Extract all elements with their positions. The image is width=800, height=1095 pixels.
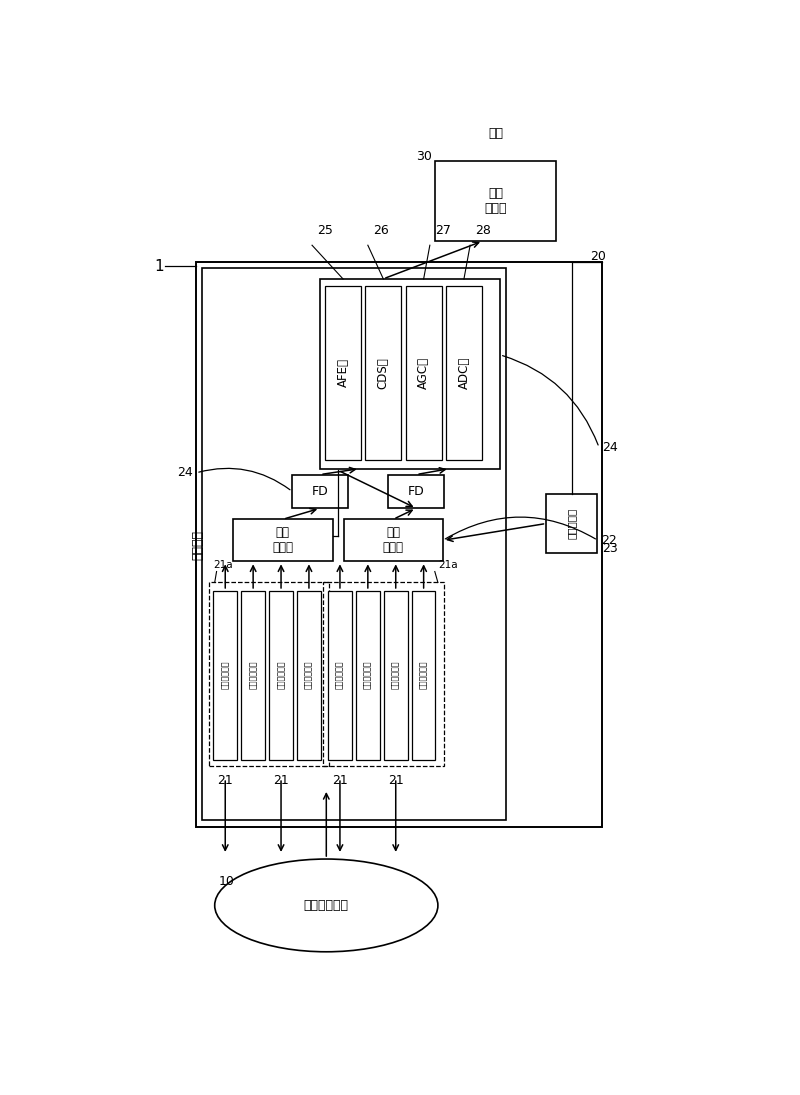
Text: 21: 21	[332, 774, 348, 787]
Bar	[196, 262, 602, 827]
Bar	[242, 591, 265, 760]
Text: 21a: 21a	[214, 560, 233, 569]
Bar	[234, 519, 333, 562]
Text: 图像
处理部: 图像 处理部	[484, 186, 507, 215]
Text: 22: 22	[601, 534, 617, 546]
Text: 光电变据元件: 光电变据元件	[221, 661, 230, 690]
Text: AGC部: AGC部	[417, 357, 430, 389]
Text: 传输控制部: 传输控制部	[567, 508, 577, 539]
Text: 21: 21	[273, 774, 289, 787]
Text: 24: 24	[602, 441, 618, 454]
Text: FD: FD	[312, 485, 329, 498]
Text: 光电变据元件: 光电变据元件	[363, 661, 372, 690]
Bar	[356, 591, 380, 760]
Text: ADC部: ADC部	[458, 357, 470, 389]
Text: 1: 1	[154, 258, 164, 274]
Bar	[328, 591, 352, 760]
Text: 信号
传输部: 信号 传输部	[272, 527, 294, 554]
Bar	[325, 286, 361, 460]
Text: 25: 25	[317, 223, 333, 237]
Text: 21a: 21a	[438, 560, 458, 569]
Text: 24: 24	[178, 466, 193, 480]
Text: 光电变据元件: 光电变据元件	[391, 661, 400, 690]
Text: CDS部: CDS部	[377, 357, 390, 389]
Bar	[209, 583, 330, 766]
Text: 27: 27	[435, 223, 450, 237]
Text: 输出: 输出	[488, 127, 503, 140]
Bar	[270, 591, 293, 760]
Bar	[297, 591, 321, 760]
Bar	[446, 286, 482, 460]
Text: FD: FD	[408, 485, 425, 498]
Bar	[344, 519, 443, 562]
Bar	[388, 474, 444, 508]
Bar	[546, 494, 598, 553]
Text: 20: 20	[590, 250, 606, 263]
Bar	[412, 591, 435, 760]
Bar	[202, 268, 506, 820]
Bar	[406, 286, 442, 460]
Bar	[435, 161, 556, 241]
Text: 光电变据元件: 光电变据元件	[277, 661, 286, 690]
Text: 摄像光学系统: 摄像光学系统	[304, 899, 349, 912]
Bar	[323, 583, 444, 766]
Text: 30: 30	[416, 150, 432, 163]
Bar	[214, 591, 237, 760]
Text: 21: 21	[218, 774, 233, 787]
Text: 光电变据元件: 光电变据元件	[419, 661, 428, 690]
Text: 21: 21	[388, 774, 404, 787]
Text: 光电变据元件: 光电变据元件	[305, 661, 314, 690]
Text: 28: 28	[475, 223, 491, 237]
Text: AFE部: AFE部	[337, 358, 350, 388]
Text: 10: 10	[219, 875, 235, 888]
Bar	[320, 279, 500, 469]
Bar	[366, 286, 402, 460]
Ellipse shape	[214, 860, 438, 952]
Text: 光电变据元件: 光电变据元件	[249, 661, 258, 690]
Text: 信号
传输部: 信号 传输部	[382, 527, 404, 554]
Bar	[384, 591, 407, 760]
Bar	[292, 474, 348, 508]
Text: 26: 26	[373, 223, 389, 237]
Text: 摄像元件: 摄像元件	[191, 530, 205, 560]
Text: 光电变据元件: 光电变据元件	[335, 661, 345, 690]
Text: 23: 23	[602, 542, 618, 555]
